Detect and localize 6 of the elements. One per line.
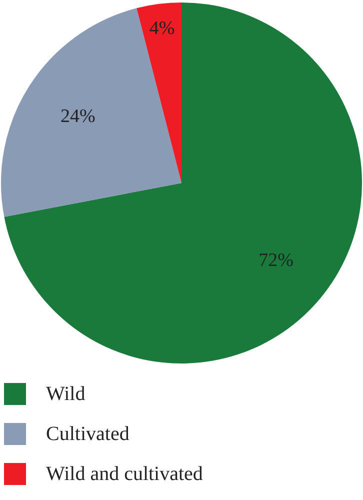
legend-label: Wild — [46, 382, 86, 406]
data-label: 72% — [258, 250, 294, 272]
legend-label: Cultivated — [46, 422, 130, 446]
data-label: 4% — [149, 18, 175, 39]
legend-label: Wild and cultivated — [46, 462, 203, 486]
data-label: 24% — [60, 106, 96, 128]
